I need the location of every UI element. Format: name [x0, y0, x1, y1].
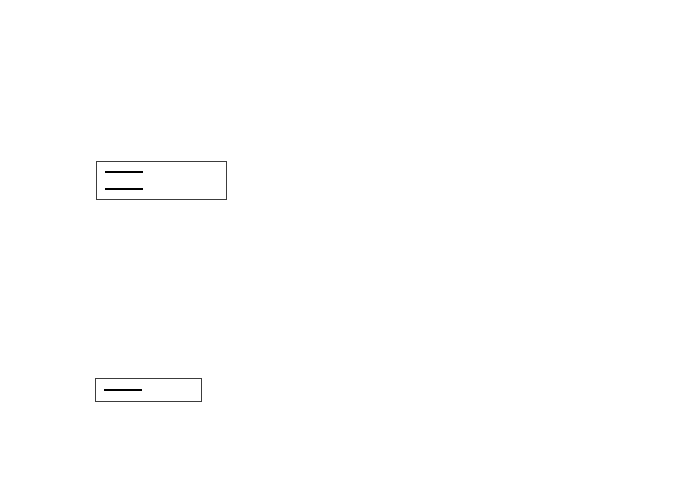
legend-bottom: [95, 378, 202, 402]
legend-item-ice: [97, 164, 226, 181]
legend-item-bottom-sensor: [96, 382, 201, 399]
ice-line-sample-icon: [105, 171, 143, 173]
ice-filtered-line-sample-icon: [105, 188, 143, 190]
legend-top: [96, 161, 227, 200]
bottom-line-sample-icon: [104, 389, 142, 391]
legend-item-ice-filtered: [97, 181, 226, 198]
